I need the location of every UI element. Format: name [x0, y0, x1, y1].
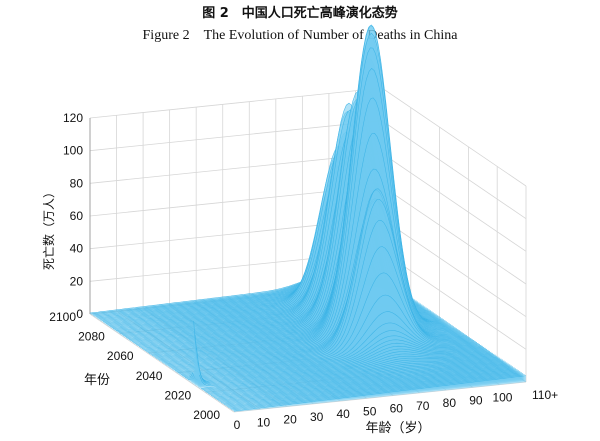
surface-slice [221, 366, 513, 404]
grid-line [89, 120, 527, 219]
x-tick-label: 50 [363, 404, 377, 418]
figure-title-chinese: 图 2 中国人口死亡高峰演化态势 [202, 6, 398, 21]
grid-line [89, 152, 527, 252]
surface-line [194, 334, 488, 383]
surface-line [215, 362, 508, 399]
z-tick-label: 100 [63, 144, 83, 158]
x-tick-label: 10 [257, 415, 271, 429]
surface-slice [212, 360, 505, 398]
surface-line [203, 354, 496, 391]
surface-line [228, 371, 521, 408]
y-tick-label: 2100 [49, 310, 76, 324]
y-tick-label: 2060 [107, 349, 134, 363]
surface-line [183, 294, 476, 377]
y-tick-label: 2000 [193, 408, 220, 422]
surface-slice [215, 362, 508, 400]
surface-line [186, 322, 479, 379]
surface-line [166, 168, 459, 366]
surface-line [233, 375, 527, 412]
z-tick-label: 60 [70, 209, 84, 223]
y-tick-label: 2020 [164, 388, 191, 402]
surface-line [184, 311, 478, 378]
surface-line [196, 348, 489, 384]
surface-line [210, 359, 504, 396]
surface-slice [185, 311, 477, 379]
x-tick-label: 40 [337, 407, 351, 421]
surface-line [191, 342, 485, 382]
x-tick-label: 80 [443, 396, 457, 410]
surface-line [159, 32, 452, 361]
surface-line [180, 246, 473, 376]
surface-line [209, 358, 502, 395]
surface-line [199, 351, 492, 387]
surface-line [206, 356, 499, 393]
surface-line [161, 68, 455, 363]
surface-slice [218, 364, 511, 402]
surface-line [190, 339, 483, 381]
surface-line [208, 357, 501, 394]
surface-slice [213, 361, 506, 399]
surface-line [187, 330, 480, 380]
surface-line [179, 220, 472, 375]
surface-line [220, 366, 514, 403]
surface-line [164, 133, 457, 365]
surface-line [219, 365, 512, 402]
y-tick-label: 2040 [136, 369, 163, 383]
z-axis-label: 死亡数（万人） [41, 186, 56, 270]
surface-line [231, 373, 524, 410]
surface-line [177, 199, 470, 374]
surface-line [202, 353, 495, 390]
surface-line [226, 370, 519, 407]
x-tick-label: 20 [283, 413, 297, 427]
surface-line [197, 350, 491, 385]
surface-line [182, 272, 475, 376]
x-tick-label: 100 [492, 391, 512, 405]
z-tick-label: 20 [70, 274, 84, 288]
x-tick-label: 110+ [532, 388, 558, 402]
z-tick-label: 40 [70, 242, 84, 256]
y-tick-label: 2080 [78, 330, 105, 344]
figure-title-english: Figure 2 The Evolution of Number of Deat… [142, 28, 458, 43]
surface-line [193, 321, 486, 382]
surface-line [232, 374, 525, 411]
surface-plot [89, 24, 527, 412]
surface-line [223, 368, 516, 405]
surface-slice [216, 363, 509, 401]
x-tick-label: 30 [310, 410, 324, 424]
z-tick-label: 0 [76, 307, 83, 321]
surface-line [213, 361, 506, 398]
x-tick-label: 90 [469, 393, 483, 407]
surface-line [176, 188, 469, 373]
z-tick-label: 80 [70, 176, 84, 190]
tick-labels: 0204060801001202000202020402060208021000… [49, 111, 558, 432]
surface-line [189, 335, 482, 380]
surface-line [225, 369, 518, 406]
x-tick-label: 60 [390, 402, 404, 416]
surface-line [212, 360, 505, 397]
surface-slice [219, 365, 512, 403]
grid-line [89, 87, 527, 187]
x-axis-label: 年龄（岁） [365, 421, 430, 436]
surface-line [218, 364, 511, 401]
surface-slice [222, 367, 515, 405]
surface-slice [223, 368, 516, 406]
surface-line [205, 355, 498, 392]
surface-line [216, 363, 509, 400]
surface-slice [211, 359, 503, 397]
surface-slice [183, 295, 476, 378]
z-tick-label: 120 [63, 111, 83, 125]
surface-line [200, 352, 493, 389]
surface-line [229, 372, 522, 409]
surface-line [163, 97, 456, 364]
y-axis-label: 年份 [84, 373, 110, 388]
x-tick-label: 70 [416, 399, 430, 413]
surface-line [222, 367, 515, 404]
surface-line [160, 47, 453, 362]
x-tick-label: 0 [234, 418, 241, 432]
